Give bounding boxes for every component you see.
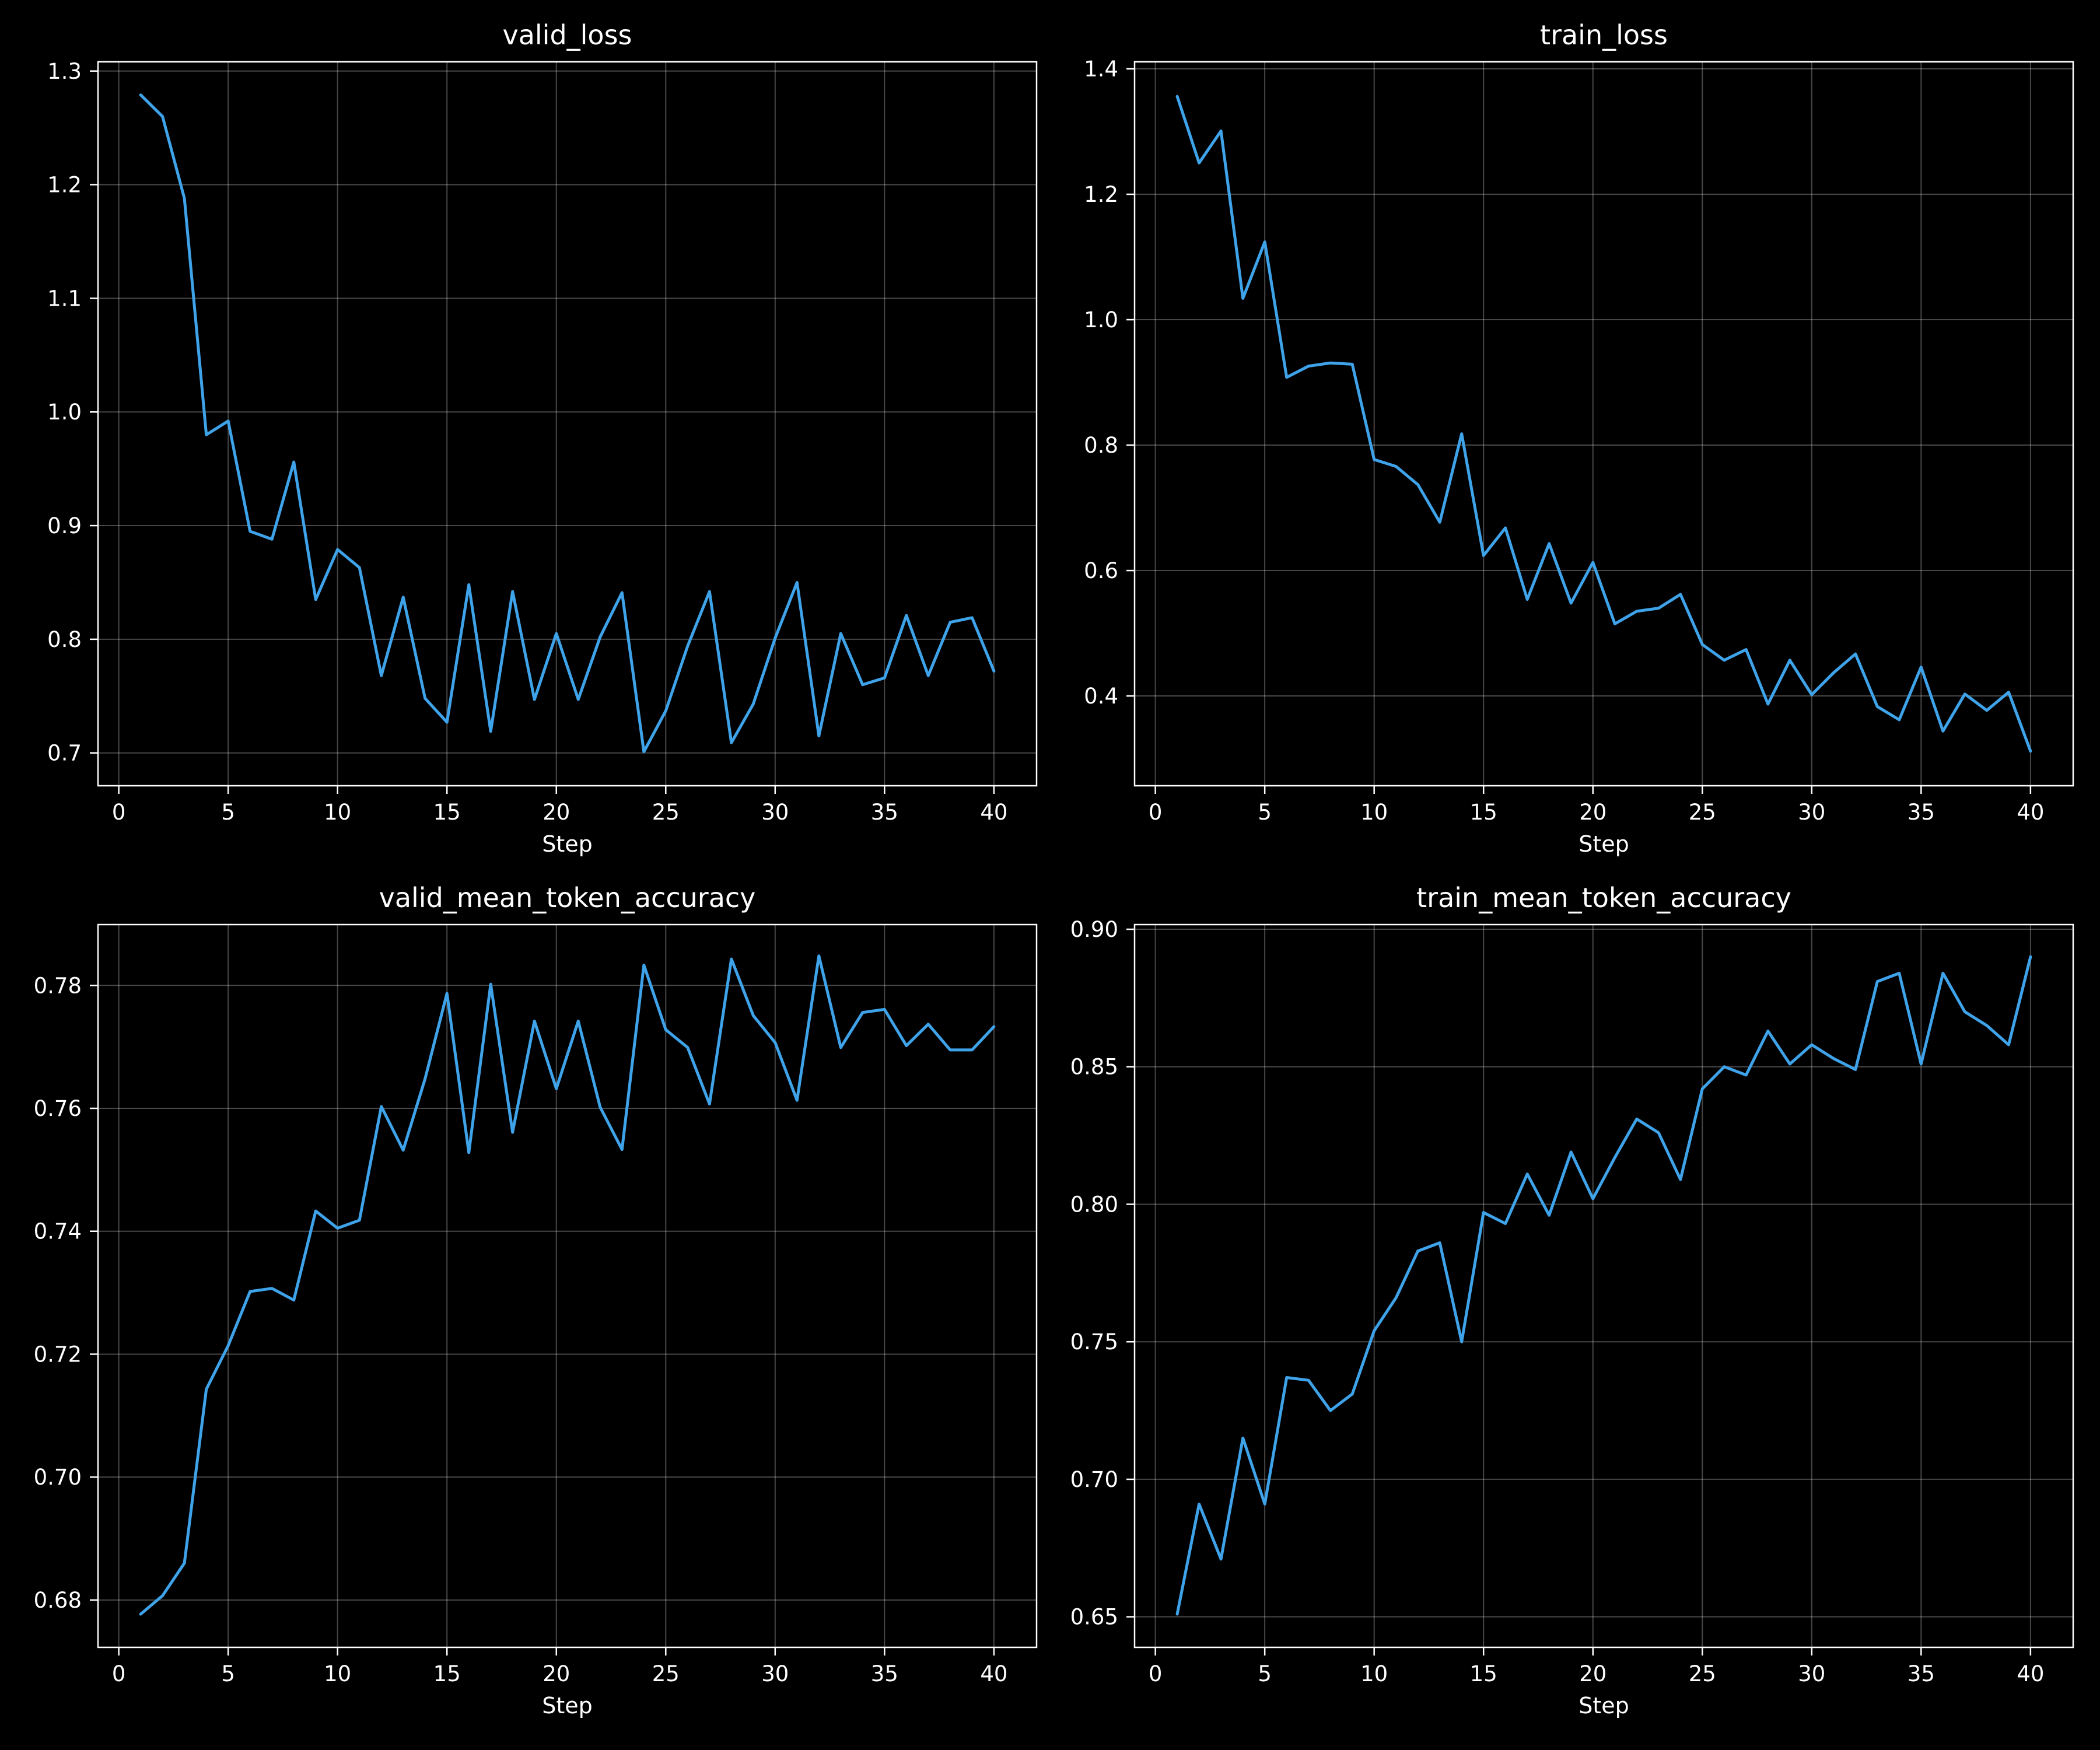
x-tick-label: 15 bbox=[433, 800, 461, 825]
x-axis-label: Step bbox=[542, 1693, 593, 1718]
y-tick-label: 0.76 bbox=[34, 1096, 82, 1121]
chart-title: valid_loss bbox=[502, 19, 632, 51]
series-line-valid_loss bbox=[139, 93, 996, 754]
x-tick-label: 0 bbox=[112, 1661, 126, 1686]
y-tick-label: 0.74 bbox=[34, 1219, 82, 1244]
x-tick-label: 25 bbox=[652, 800, 680, 825]
x-tick-label: 30 bbox=[1798, 1661, 1825, 1686]
x-tick-label: 25 bbox=[652, 1661, 680, 1686]
series-line-valid_mean_token_accuracy bbox=[139, 954, 996, 1616]
x-tick-label: 5 bbox=[1258, 1661, 1272, 1686]
x-tick-label: 20 bbox=[542, 1661, 570, 1686]
x-tick-label: 0 bbox=[1149, 1661, 1163, 1686]
x-tick-label: 30 bbox=[761, 1661, 789, 1686]
x-tick-label: 35 bbox=[1908, 1661, 1935, 1686]
x-tick-label: 20 bbox=[1579, 1661, 1606, 1686]
y-tick-label: 0.6 bbox=[1084, 558, 1118, 583]
x-tick-label: 25 bbox=[1689, 1661, 1716, 1686]
y-tick-label: 1.0 bbox=[47, 400, 82, 425]
x-tick-label: 20 bbox=[1579, 800, 1606, 825]
y-tick-label: 1.2 bbox=[1084, 182, 1118, 207]
y-tick-label: 0.80 bbox=[1070, 1192, 1118, 1217]
plot-frame bbox=[1133, 923, 2074, 1648]
x-tick-label: 0 bbox=[1149, 800, 1163, 825]
x-axis-label: Step bbox=[542, 831, 593, 857]
plot-frame bbox=[97, 61, 1038, 787]
y-tick-label: 0.65 bbox=[1070, 1605, 1118, 1630]
y-tick-label: 0.8 bbox=[1084, 433, 1118, 458]
x-tick-label: 10 bbox=[324, 800, 351, 825]
y-tick-label: 0.7 bbox=[47, 741, 82, 766]
y-tick-label: 1.1 bbox=[47, 286, 82, 311]
x-tick-label: 10 bbox=[1360, 1661, 1388, 1686]
x-tick-label: 40 bbox=[980, 800, 1007, 825]
y-tick-label: 0.8 bbox=[47, 627, 82, 652]
x-tick-label: 0 bbox=[112, 800, 126, 825]
x-axis-label: Step bbox=[1578, 1693, 1629, 1718]
x-tick-label: 15 bbox=[1470, 1661, 1497, 1686]
x-tick-label: 40 bbox=[2017, 1661, 2044, 1686]
y-tick-label: 0.9 bbox=[47, 513, 82, 538]
y-tick-label: 0.85 bbox=[1070, 1055, 1118, 1080]
x-tick-label: 5 bbox=[221, 800, 235, 825]
y-tick-label: 0.70 bbox=[34, 1465, 82, 1490]
plot-frame bbox=[1133, 61, 2074, 787]
y-tick-label: 1.4 bbox=[1084, 57, 1118, 82]
x-tick-label: 10 bbox=[324, 1661, 351, 1686]
chart-panel-valid_mean_token_accuracy: 0 5 10 15 20 25 30 35 40 0.68 0.70 0.72 0.74 0.76 0.78… bbox=[34, 882, 1038, 1718]
x-tick-label: 15 bbox=[1470, 800, 1497, 825]
y-tick-label: 1.3 bbox=[47, 59, 82, 84]
y-tick-label: 1.0 bbox=[1084, 307, 1118, 332]
x-tick-label: 40 bbox=[980, 1661, 1007, 1686]
x-tick-label: 15 bbox=[433, 1661, 461, 1686]
x-tick-label: 30 bbox=[1798, 800, 1825, 825]
x-tick-label: 40 bbox=[2017, 800, 2044, 825]
y-tick-label: 0.68 bbox=[34, 1588, 82, 1613]
y-tick-label: 0.78 bbox=[34, 973, 82, 998]
x-tick-label: 25 bbox=[1689, 800, 1716, 825]
x-axis-label: Step bbox=[1578, 831, 1629, 857]
series-line-train_mean_token_accuracy bbox=[1175, 955, 2032, 1616]
x-tick-label: 35 bbox=[871, 1661, 898, 1686]
y-tick-label: 0.70 bbox=[1070, 1467, 1118, 1492]
x-tick-label: 5 bbox=[1258, 800, 1272, 825]
plot-frame bbox=[97, 923, 1038, 1648]
x-tick-label: 30 bbox=[761, 800, 789, 825]
chart-title: train_mean_token_accuracy bbox=[1416, 882, 1791, 914]
series-line-train_loss bbox=[1175, 94, 2032, 753]
chart-title: valid_mean_token_accuracy bbox=[379, 882, 756, 914]
chart-panel-valid_loss: 0 5 10 15 20 25 30 35 40 0.7 0.8 0.9 1.0 1.1 1.2 1.3 val… bbox=[47, 19, 1038, 857]
x-tick-label: 10 bbox=[1360, 800, 1388, 825]
y-tick-label: 0.4 bbox=[1084, 684, 1118, 709]
x-tick-label: 20 bbox=[542, 800, 570, 825]
x-tick-label: 35 bbox=[1908, 800, 1935, 825]
y-tick-label: 0.90 bbox=[1070, 917, 1118, 942]
y-tick-label: 1.2 bbox=[47, 173, 82, 198]
chart-panel-train_loss: 0 5 10 15 20 25 30 35 40 0.4 0.6 0.8 1.0 1.2 1.4 train_… bbox=[1084, 19, 2074, 857]
x-tick-label: 35 bbox=[871, 800, 898, 825]
chart-panel-train_mean_token_accuracy: 0 5 10 15 20 25 30 35 40 0.65 0.70 0.75 0.80 0.85 0.90… bbox=[1070, 882, 2074, 1718]
y-tick-label: 0.75 bbox=[1070, 1329, 1118, 1354]
chart-title: train_loss bbox=[1540, 19, 1668, 51]
x-tick-label: 5 bbox=[221, 1661, 235, 1686]
y-tick-label: 0.72 bbox=[34, 1342, 82, 1367]
